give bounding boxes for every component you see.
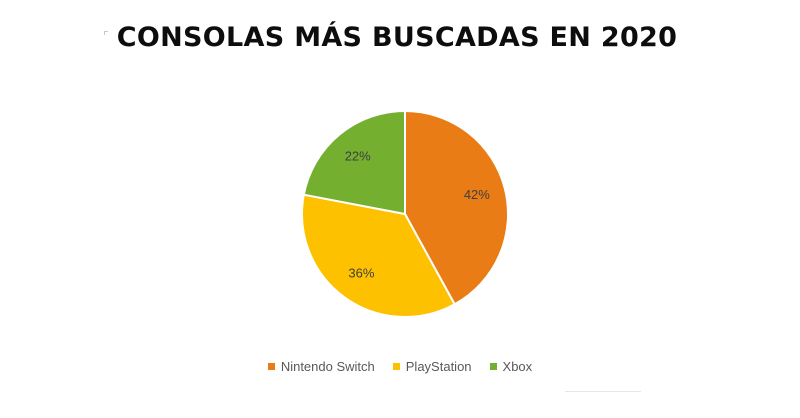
legend-label: PlayStation — [405, 359, 472, 374]
legend-item-xbox: Xbox — [489, 359, 533, 374]
legend-label: Nintendo Switch — [280, 359, 375, 374]
chart-title: CONSOLAS MÁS BUSCADAS EN 2020 — [116, 22, 678, 53]
divider-line — [565, 391, 641, 392]
legend-swatch — [392, 363, 400, 370]
pie-slice-nintendo-switch — [404, 109, 509, 306]
slice-label-nintendo-switch: 42% — [464, 187, 490, 202]
pie-slice-xbox — [302, 109, 406, 216]
legend-swatch — [489, 363, 497, 370]
pie-slice-playstation — [301, 193, 456, 318]
slice-label-xbox: 22% — [345, 148, 371, 163]
legend-label: Xbox — [502, 359, 533, 374]
corner-mark — [104, 31, 108, 35]
legend-swatch — [267, 363, 275, 370]
legend: Nintendo Switch PlayStation Xbox — [0, 359, 800, 374]
legend-item-playstation: PlayStation — [392, 359, 472, 374]
legend-item-nintendo-switch: Nintendo Switch — [267, 359, 375, 374]
slice-label-playstation: 36% — [348, 265, 374, 280]
